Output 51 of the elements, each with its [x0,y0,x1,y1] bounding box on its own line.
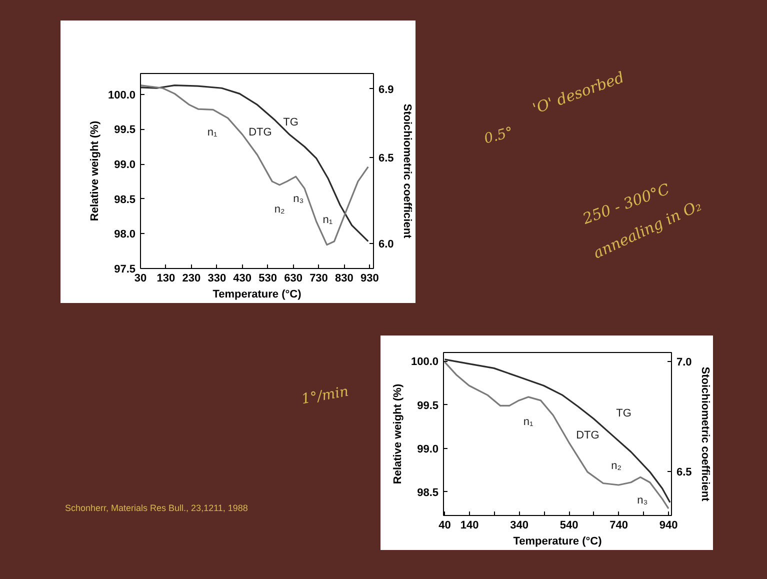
x-tick-label: 430 [233,272,252,284]
x-tick-label: 630 [284,272,302,284]
y-axis-title: Relative weight (%) [392,384,404,484]
annotation: n₃ [637,494,648,507]
y-axis-title: Relative weight (%) [88,120,101,222]
y-tick-label: 100.0 [108,89,136,102]
y2-tick-label: 6.0 [378,238,394,251]
x-tick-label: 130 [156,272,176,284]
y-tick-label: 98.5 [417,486,439,499]
text: 0.5° [482,123,516,150]
text: 1°/min [300,382,350,410]
x-tick-label: 940 [659,520,678,532]
x-tick-label: 340 [510,520,529,532]
x-tick-label: 330 [208,272,226,284]
y-tick-label: 99.0 [417,443,439,456]
y-tick-label: 100.0 [410,356,439,368]
y-tick-label: 99.0 [114,159,136,172]
annotation: n₁ [322,214,333,226]
annotation: TG [616,408,632,420]
x-tick-label: 230 [182,272,201,284]
y2-tick-label: 6.9 [378,84,394,96]
y2-axis-title: Stoichiometric coefficient [698,366,711,502]
y2-axis-title: Stoichiometric coefficient [400,104,413,239]
annotation: TG [283,116,298,128]
x-tick-label: 740 [610,520,628,532]
x-tick-label: 730 [310,272,328,284]
x-tick-label: 40 [438,520,451,532]
x-tick-label: 830 [335,272,354,284]
annotation: n₁ [523,416,534,428]
y-tick-label: 97.5 [114,264,136,276]
x-tick-label: 930 [360,272,379,284]
x-axis-title: Temperature (°C) [513,536,602,548]
x-tick-label: 540 [560,520,578,532]
y2-tick-label: 7.0 [676,356,692,368]
x-axis-title: Temperature (°C) [212,288,302,300]
y-tick-label: 98.5 [114,194,136,206]
x-tick-label: 30 [134,272,147,284]
x-tick-label: 530 [258,272,278,284]
annotation: n₂ [611,460,622,472]
y-tick-label: 98.0 [114,228,136,241]
y2-tick-label: 6.5 [676,466,692,478]
y-tick-label: 99.5 [417,400,439,412]
annotation: DTG [576,429,600,442]
annotation: n₁ [207,126,218,139]
text: Schonherr, Materials Res Bull., 23,1211, 1988 [65,502,248,515]
annotation: DTG [248,126,272,139]
annotation: n₃ [293,192,304,205]
y-tick-label: 99.5 [114,124,136,136]
annotation: n₂ [274,203,285,216]
x-tick-label: 140 [460,520,479,532]
y2-tick-label: 6.5 [378,152,394,165]
